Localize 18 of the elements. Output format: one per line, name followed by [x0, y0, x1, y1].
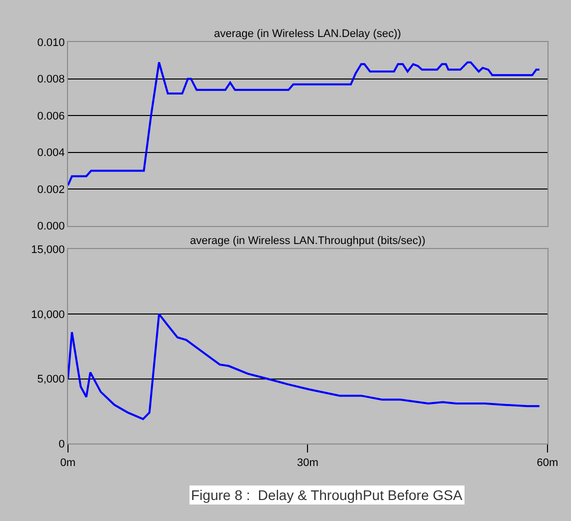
y-tick-label: 0.002: [37, 184, 65, 196]
y-tick-label: 15,000: [31, 244, 65, 256]
x-tick-label: 30m: [296, 456, 318, 469]
y-tick-label: 0.000: [37, 220, 65, 233]
line-series: [68, 61, 540, 186]
y-tick-label: 10,000: [31, 308, 65, 321]
y-tick-label: 0: [58, 438, 65, 451]
y-tick-label: 0.008: [37, 74, 65, 86]
caption: Figure 8 : Delay & ThroughPut Before GSA: [191, 487, 463, 503]
line-series: [68, 313, 540, 420]
y-tick-label: 5,000: [37, 374, 65, 386]
y-tick-label: 0.006: [37, 110, 65, 122]
y-tick-label: 0.004: [37, 147, 65, 160]
y-tick-label: 0.010: [37, 36, 65, 49]
chart-title: average (in Wireless LAN.Delay (sec)): [214, 28, 402, 40]
chart-title: average (in Wireless LAN.Throughput (bits/sec)): [190, 235, 426, 247]
x-tick-label: 0m: [60, 456, 76, 469]
x-tick-label: 60m: [536, 456, 558, 469]
